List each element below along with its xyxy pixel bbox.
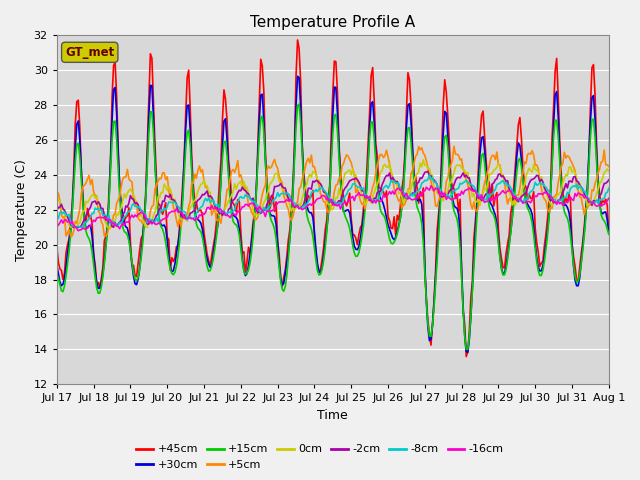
Line: -8cm: -8cm xyxy=(57,175,609,227)
+5cm xyxy=(387,171,395,177)
+15cm xyxy=(399,187,407,193)
+15cm xyxy=(156,220,163,226)
-8cm xyxy=(541,183,548,189)
-16cm xyxy=(369,199,376,204)
0cm xyxy=(53,193,61,199)
+30cm xyxy=(387,230,395,236)
+45cm xyxy=(605,231,612,237)
+30cm xyxy=(541,253,548,259)
-8cm xyxy=(426,172,433,178)
0cm xyxy=(541,187,548,192)
+45cm xyxy=(387,225,395,231)
+5cm xyxy=(399,203,407,208)
0cm xyxy=(70,224,77,230)
+45cm xyxy=(541,243,548,249)
-8cm xyxy=(68,223,76,229)
+45cm xyxy=(399,176,407,181)
-2cm xyxy=(369,200,376,206)
+45cm xyxy=(369,65,376,71)
+15cm xyxy=(462,347,470,352)
0cm xyxy=(605,168,612,174)
-16cm xyxy=(541,190,548,195)
-2cm xyxy=(68,224,76,229)
+5cm xyxy=(53,192,61,198)
Line: 0cm: 0cm xyxy=(57,160,609,227)
Legend: +45cm, +30cm, +15cm, +5cm, 0cm, -2cm, -8cm, -16cm: +45cm, +30cm, +15cm, +5cm, 0cm, -2cm, -8… xyxy=(132,440,508,474)
+15cm xyxy=(387,240,395,246)
+30cm xyxy=(53,263,61,268)
+45cm xyxy=(156,202,163,207)
0cm xyxy=(419,157,427,163)
+30cm xyxy=(68,207,76,213)
-2cm xyxy=(605,177,612,183)
+30cm xyxy=(464,349,472,355)
+30cm xyxy=(399,186,407,192)
X-axis label: Time: Time xyxy=(317,409,348,422)
Title: Temperature Profile A: Temperature Profile A xyxy=(250,15,415,30)
+5cm xyxy=(605,164,612,169)
-2cm xyxy=(424,168,432,174)
-16cm xyxy=(74,228,82,234)
-8cm xyxy=(53,213,61,218)
+5cm xyxy=(67,233,74,239)
-16cm xyxy=(157,218,165,224)
-8cm xyxy=(369,198,376,204)
+45cm xyxy=(68,203,76,209)
+45cm xyxy=(294,37,301,43)
-16cm xyxy=(399,192,407,198)
+5cm xyxy=(450,143,458,149)
-2cm xyxy=(399,191,407,197)
+15cm xyxy=(53,271,61,277)
-8cm xyxy=(605,185,612,191)
0cm xyxy=(67,224,74,230)
+30cm xyxy=(294,73,301,79)
0cm xyxy=(399,201,407,206)
-16cm xyxy=(605,195,612,201)
0cm xyxy=(157,190,165,195)
+45cm xyxy=(462,354,470,360)
+15cm xyxy=(541,258,548,264)
-8cm xyxy=(157,207,165,213)
Line: +15cm: +15cm xyxy=(57,104,609,349)
+15cm xyxy=(369,120,376,125)
+30cm xyxy=(605,230,612,236)
+5cm xyxy=(541,196,548,202)
-2cm xyxy=(53,203,61,208)
-2cm xyxy=(70,224,77,230)
+45cm xyxy=(53,244,61,250)
+30cm xyxy=(156,218,163,224)
-2cm xyxy=(387,178,395,183)
+5cm xyxy=(157,176,165,181)
Line: +45cm: +45cm xyxy=(57,40,609,357)
Y-axis label: Temperature (C): Temperature (C) xyxy=(15,159,28,261)
-8cm xyxy=(399,192,407,197)
Text: GT_met: GT_met xyxy=(65,46,115,59)
+5cm xyxy=(369,184,376,190)
Line: -2cm: -2cm xyxy=(57,171,609,227)
-8cm xyxy=(72,224,79,230)
-16cm xyxy=(68,218,76,224)
0cm xyxy=(369,193,376,199)
Line: -16cm: -16cm xyxy=(57,186,609,231)
+15cm xyxy=(68,211,76,217)
+30cm xyxy=(369,99,376,105)
Line: +5cm: +5cm xyxy=(57,146,609,236)
-16cm xyxy=(387,191,395,197)
+15cm xyxy=(605,231,612,237)
-8cm xyxy=(387,177,395,183)
+5cm xyxy=(70,228,77,234)
-16cm xyxy=(427,183,435,189)
-16cm xyxy=(53,224,61,229)
-2cm xyxy=(157,205,165,211)
+15cm xyxy=(295,101,303,107)
-2cm xyxy=(541,185,548,191)
0cm xyxy=(387,168,395,173)
Line: +30cm: +30cm xyxy=(57,76,609,352)
